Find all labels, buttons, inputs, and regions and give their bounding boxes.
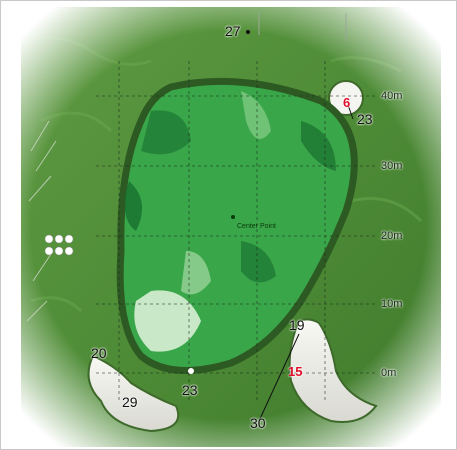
pin-label-30: 30 — [250, 415, 266, 431]
grid — [96, 61, 376, 401]
distance-marker-0m: 0m — [381, 367, 397, 379]
sprinkler-icon — [44, 234, 74, 256]
posts-top — [258, 13, 347, 41]
pin-label-29: 29 — [122, 394, 138, 410]
slope-dark-2 — [124, 181, 143, 231]
pin-label-20: 20 — [91, 345, 107, 361]
slope-dark-4 — [241, 241, 276, 283]
distance-marker-20m: 20m — [381, 230, 403, 242]
distance-marker-40m: 40m — [381, 90, 403, 102]
center-point-dot — [231, 215, 235, 219]
pin-label-23-top: 23 — [357, 111, 373, 127]
center-point-label: Center Point — [237, 223, 276, 230]
distance-marker-10m: 10m — [381, 298, 403, 310]
pin-line-23-top — [347, 104, 354, 120]
pin-marker-23-bottom — [188, 368, 194, 374]
tall-grass-left — [26, 120, 57, 322]
slope-light-2 — [134, 290, 201, 352]
pin-label-19: 19 — [289, 317, 305, 333]
pin-line-30 — [258, 333, 300, 422]
pin-label-6: 6 — [343, 95, 351, 110]
cup-circle — [328, 80, 364, 116]
bunker-right — [288, 318, 378, 423]
slope-light-3 — [181, 251, 211, 295]
pin-marker-27 — [246, 30, 250, 34]
slope-dark-1 — [141, 110, 191, 155]
pin-label-23-bottom: 23 — [182, 382, 198, 398]
pin-label-15: 15 — [288, 364, 303, 379]
distance-marker-30m: 30m — [381, 160, 403, 172]
slope-dark-3 — [301, 121, 336, 171]
bunker-left — [87, 354, 180, 433]
slope-light-1 — [241, 91, 271, 139]
pin-label-27: 27 — [225, 23, 241, 39]
